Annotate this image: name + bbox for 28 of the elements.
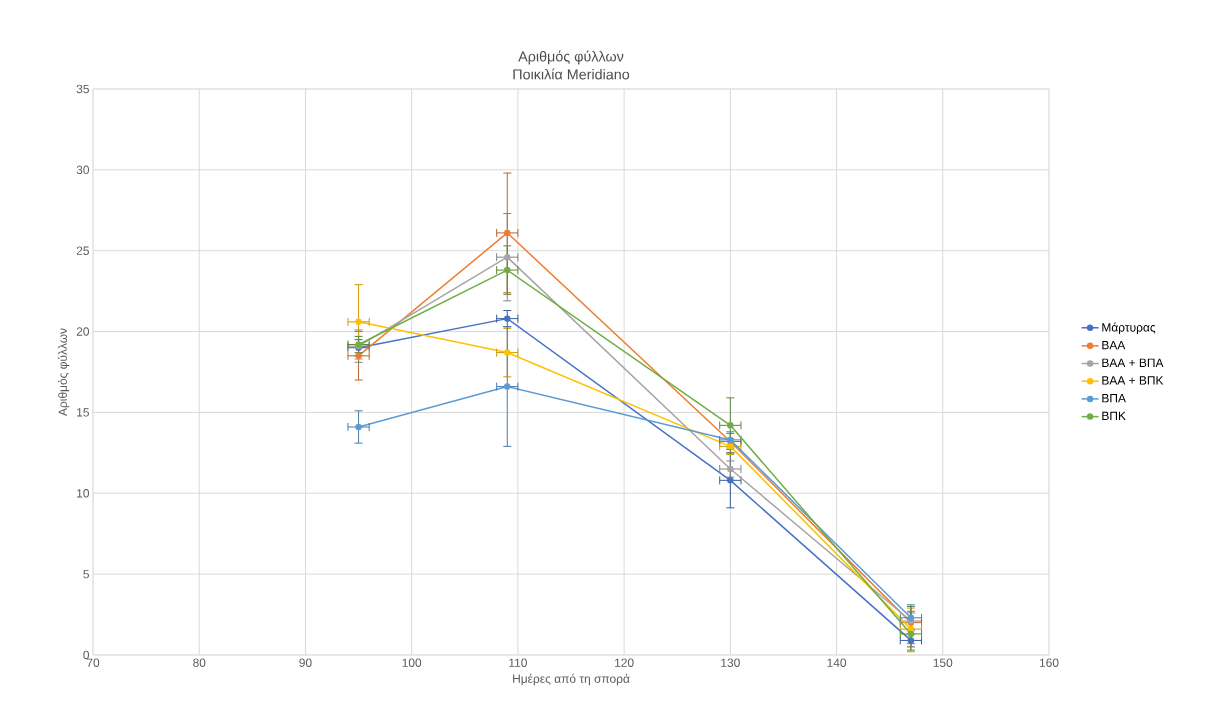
- legend-label: ΒΑΑ: [1102, 340, 1126, 350]
- x-tick-label: 150: [933, 658, 953, 667]
- legend-label: Μάρτυρας: [1102, 322, 1156, 334]
- y-tick-label: 30: [76, 165, 90, 175]
- y-tick-label: 20: [76, 327, 90, 336]
- y-tick-label: 25: [76, 246, 89, 255]
- y-tick-label: 0: [83, 650, 90, 660]
- x-tick-label: 160: [1039, 658, 1059, 667]
- x-tick-label: 110: [509, 658, 527, 667]
- x-tick-label: 80: [193, 658, 206, 667]
- x-tick-label: 70: [86, 658, 100, 667]
- x-tick-label: 120: [615, 658, 634, 667]
- x-tick-label: 130: [721, 658, 740, 667]
- x-axis-title: Ημέρες από τη σπορά: [513, 673, 630, 686]
- x-tick-label: 100: [402, 658, 422, 667]
- legend-label: ΒΠΚ: [1102, 411, 1126, 420]
- x-tick-label: 90: [299, 658, 312, 667]
- y-tick-label: 15: [77, 408, 89, 417]
- x-tick-label: 140: [827, 658, 847, 667]
- chart-subtitle: Ποικιλία Meridiano: [513, 68, 630, 80]
- y-tick-label: 10: [77, 489, 90, 498]
- legend-label: ΒΠΑ: [1102, 394, 1126, 403]
- y-tick-label: 35: [76, 84, 89, 94]
- chart-title: Αριθμός φύλλων: [518, 50, 624, 65]
- legend-label: ΒΑΑ + ΒΠΑ: [1102, 358, 1164, 367]
- legend-label: ΒΑΑ + ΒΠΚ: [1102, 376, 1164, 385]
- y-tick-label: 5: [83, 569, 89, 579]
- y-axis-title: Αριθμός φύλλων: [57, 328, 70, 417]
